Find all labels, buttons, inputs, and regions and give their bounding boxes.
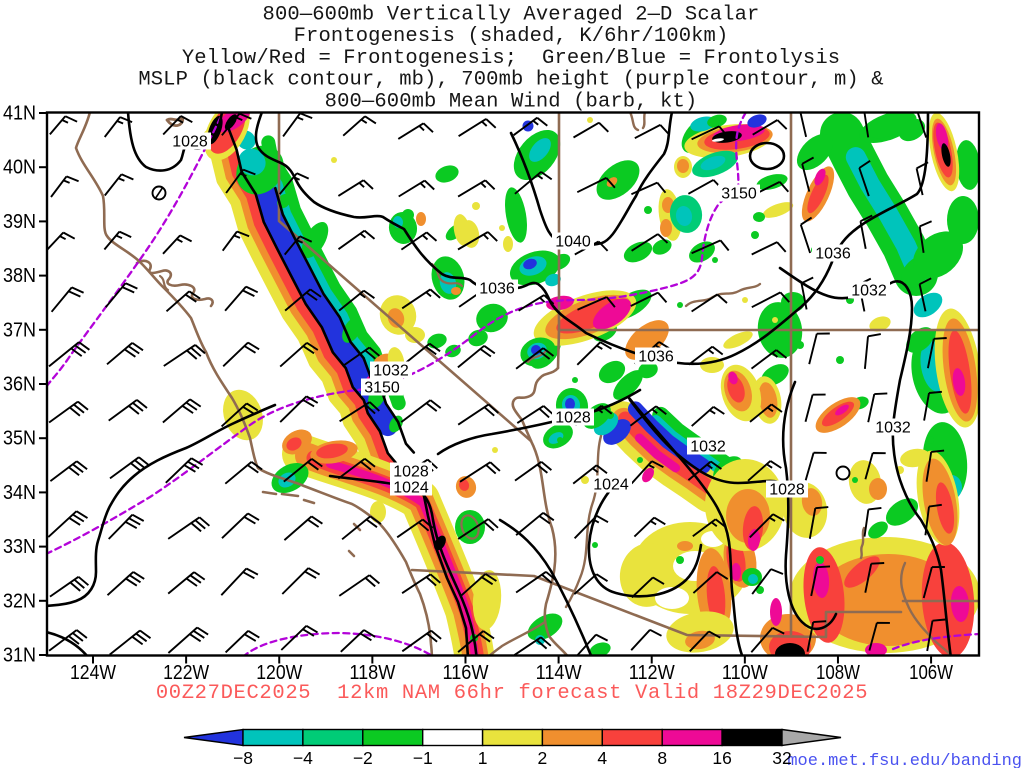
svg-text:112W: 112W	[629, 662, 675, 684]
svg-text:114W: 114W	[536, 662, 582, 684]
svg-text:MSLP (black contour, mb), 700m: MSLP (black contour, mb), 700mb height (…	[138, 69, 883, 92]
svg-text:16: 16	[712, 748, 731, 768]
svg-text:−2: −2	[353, 748, 373, 768]
svg-text:−4: −4	[293, 748, 313, 768]
svg-text:1: 1	[478, 748, 488, 768]
svg-text:1040: 1040	[555, 234, 591, 251]
svg-text:31N: 31N	[3, 645, 36, 667]
svg-text:3150: 3150	[721, 186, 757, 203]
svg-text:moe.met.fsu.edu/banding: moe.met.fsu.edu/banding	[787, 752, 1022, 768]
svg-text:1032: 1032	[373, 363, 409, 380]
svg-text:41N: 41N	[3, 103, 36, 125]
svg-text:1036: 1036	[479, 281, 515, 298]
svg-text:40N: 40N	[3, 157, 36, 179]
svg-text:3150: 3150	[364, 380, 400, 397]
svg-text:32N: 32N	[3, 590, 36, 612]
svg-text:1036: 1036	[815, 246, 851, 263]
svg-text:110W: 110W	[722, 662, 768, 684]
svg-text:118W: 118W	[349, 662, 395, 684]
svg-text:800—600mb Mean Wind (barb, kt): 800—600mb Mean Wind (barb, kt)	[325, 90, 698, 113]
svg-text:35N: 35N	[3, 428, 36, 450]
svg-text:34N: 34N	[3, 482, 36, 504]
svg-text:33N: 33N	[3, 536, 36, 558]
svg-text:120W: 120W	[256, 662, 302, 684]
svg-text:1024: 1024	[393, 480, 429, 497]
svg-text:108W: 108W	[816, 662, 860, 684]
svg-text:−1: −1	[413, 748, 433, 768]
svg-text:1032: 1032	[851, 283, 887, 300]
svg-text:116W: 116W	[442, 662, 488, 684]
svg-text:1028: 1028	[769, 482, 805, 499]
svg-text:4: 4	[597, 748, 607, 768]
svg-text:Frontogenesis (shaded, K/6hr/1: Frontogenesis (shaded, K/6hr/100km)	[294, 25, 729, 48]
svg-text:36N: 36N	[3, 374, 36, 396]
svg-text:122W: 122W	[163, 662, 209, 684]
svg-text:00Z27DEC2025 12km NAM 66hr fo: 00Z27DEC2025 12km NAM 66hr forecast Vali…	[156, 682, 868, 705]
svg-text:800—600mb Vertically Averaged: 800—600mb Vertically Averaged 2—D Scalar	[263, 4, 760, 27]
svg-text:37N: 37N	[3, 319, 36, 341]
svg-text:−8: −8	[233, 748, 253, 768]
svg-text:2: 2	[538, 748, 548, 768]
svg-text:106W: 106W	[909, 662, 953, 684]
svg-text:124W: 124W	[70, 662, 116, 684]
svg-text:32: 32	[772, 748, 791, 768]
svg-text:1024: 1024	[593, 477, 629, 494]
svg-text:1028: 1028	[555, 410, 591, 427]
svg-text:1032: 1032	[875, 420, 911, 437]
svg-text:8: 8	[657, 748, 667, 768]
svg-text:Yellow/Red = Frontogenesis; G: Yellow/Red = Frontogenesis; Green/Blue =…	[182, 47, 840, 70]
svg-text:1036: 1036	[638, 349, 674, 366]
svg-text:1028: 1028	[393, 464, 429, 481]
svg-text:1028: 1028	[172, 134, 208, 151]
svg-text:39N: 39N	[3, 211, 36, 233]
svg-text:38N: 38N	[3, 265, 36, 287]
svg-text:1032: 1032	[690, 439, 726, 456]
